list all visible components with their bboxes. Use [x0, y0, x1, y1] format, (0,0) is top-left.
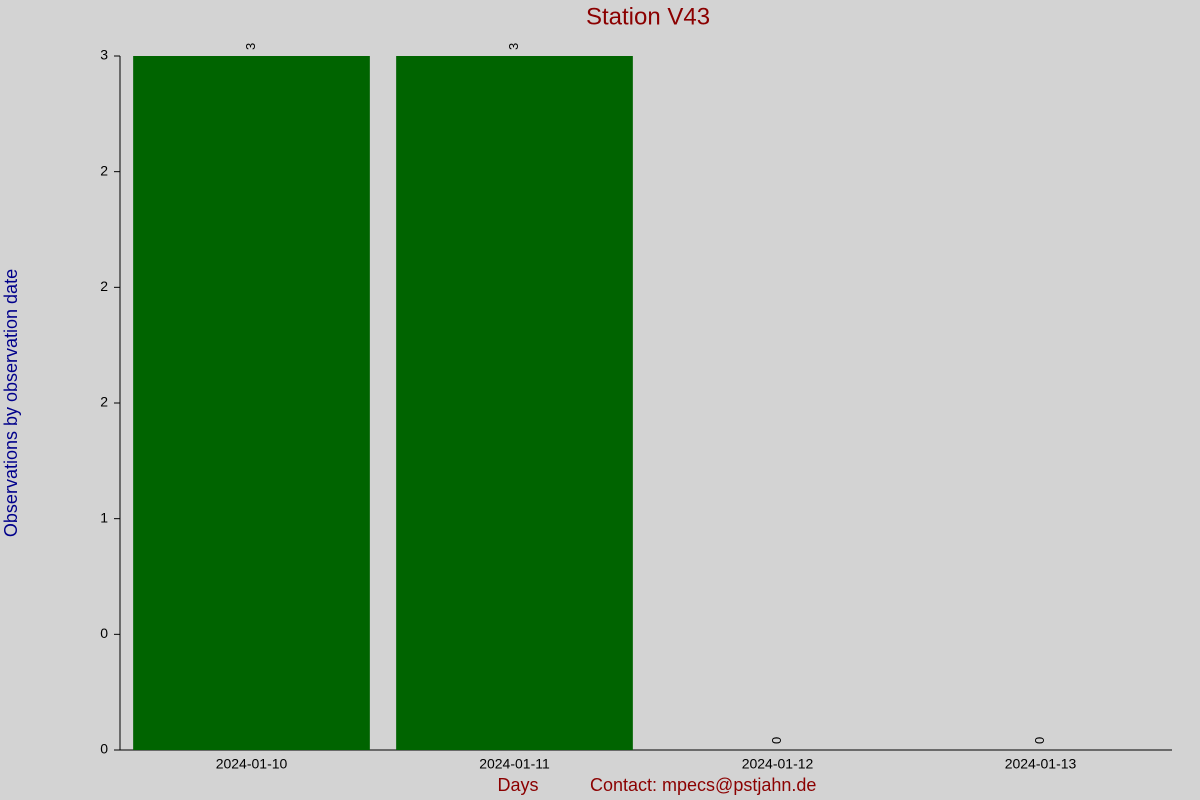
y-tick-label: 2 — [100, 278, 108, 294]
annotation: Contact: mpecs@pstjahn.de — [590, 775, 816, 795]
value-label: 0 — [1032, 737, 1047, 744]
x-tick-label: 2024-01-12 — [742, 756, 814, 772]
x-axis-label: Days — [497, 775, 538, 795]
x-tick-label: 2024-01-11 — [479, 756, 550, 772]
y-tick-label: 3 — [100, 47, 108, 63]
value-label: 3 — [243, 43, 258, 50]
y-axis-label: Observations by observation date — [1, 269, 21, 537]
value-label: 3 — [506, 43, 521, 50]
value-label: 0 — [769, 737, 784, 744]
bar — [396, 56, 633, 750]
y-tick-label: 2 — [100, 162, 108, 178]
y-tick-label: 2 — [100, 394, 108, 410]
bar — [133, 56, 370, 750]
y-tick-label: 0 — [100, 741, 108, 757]
y-tick-label: 0 — [100, 625, 108, 641]
y-tick-label: 1 — [100, 509, 108, 525]
x-tick-label: 2024-01-10 — [216, 756, 288, 772]
x-tick-label: 2024-01-13 — [1005, 756, 1077, 772]
chart-title: Station V43 — [586, 3, 710, 30]
